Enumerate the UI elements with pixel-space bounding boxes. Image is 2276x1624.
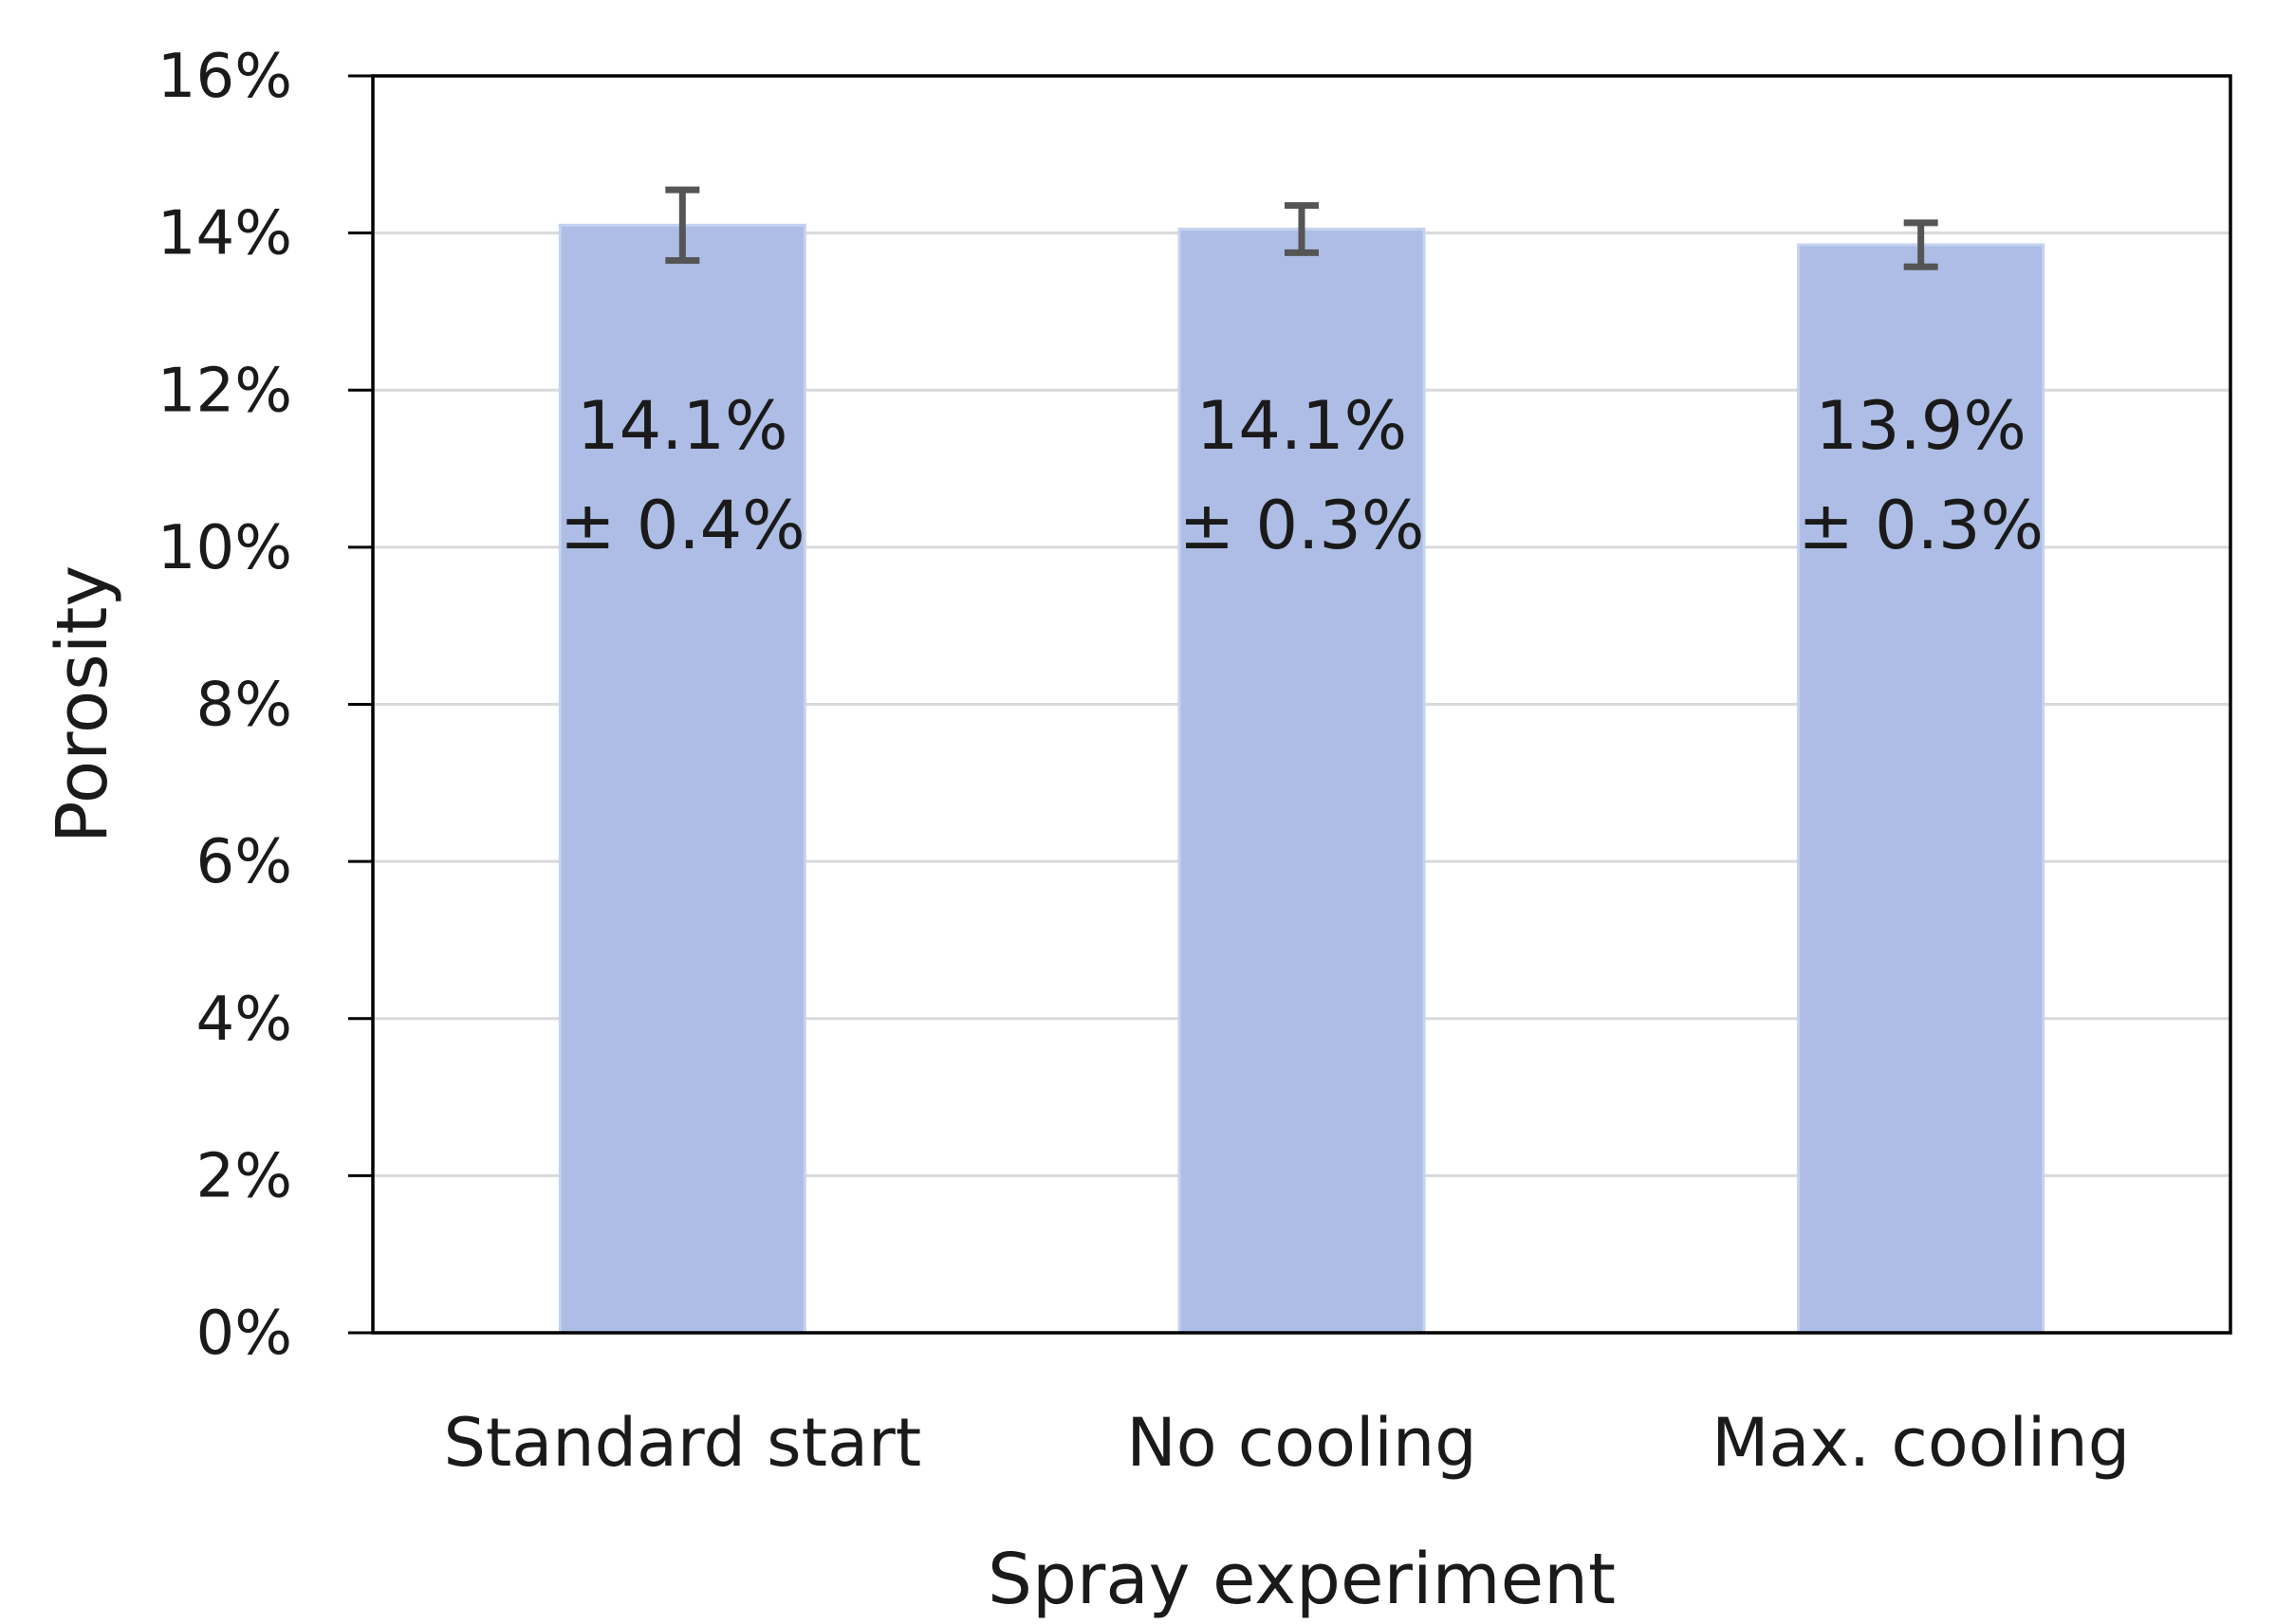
data-label-error: ± 0.3% <box>1798 487 2044 564</box>
y-tick-label: 4% <box>195 985 292 1055</box>
tick-labels: 0% 2% 4% 6% 8% 10% 12% 14% 16% Standard start No c… <box>157 42 2130 1482</box>
data-label-value: 14.1% <box>1196 387 1407 465</box>
data-labels: 14.1% ± 0.4% 14.1% ± 0.3% 13.9% ± 0.3% <box>560 387 2044 564</box>
y-tick-label: 2% <box>195 1141 292 1211</box>
y-tick-label: 6% <box>195 827 292 897</box>
x-tick-label: Standard start <box>443 1404 921 1482</box>
x-tick-label: No cooling <box>1126 1404 1476 1482</box>
y-tick-label: 8% <box>195 671 292 741</box>
bar <box>1177 227 1426 1335</box>
plot-frame <box>371 74 2232 1335</box>
bar <box>1797 243 2045 1335</box>
axes <box>348 74 2232 1335</box>
error-bars <box>665 186 1938 270</box>
data-label-value: 14.1% <box>577 387 787 465</box>
y-tick-label: 16% <box>157 42 292 112</box>
data-label-value: 13.9% <box>1815 387 2026 465</box>
y-tick-label: 14% <box>157 199 292 269</box>
y-axis-title: Porosity <box>42 565 123 843</box>
x-tick-label: Max. cooling <box>1712 1404 2130 1482</box>
x-axis-title: Spray experiment <box>988 1539 1616 1620</box>
data-label-error: ± 0.3% <box>1179 487 1425 564</box>
bars <box>558 223 2045 1335</box>
y-tick-label: 12% <box>157 356 292 426</box>
y-tick-label: 10% <box>157 513 292 583</box>
data-label-error: ± 0.4% <box>560 487 805 564</box>
y-tick-label: 0% <box>195 1299 292 1369</box>
